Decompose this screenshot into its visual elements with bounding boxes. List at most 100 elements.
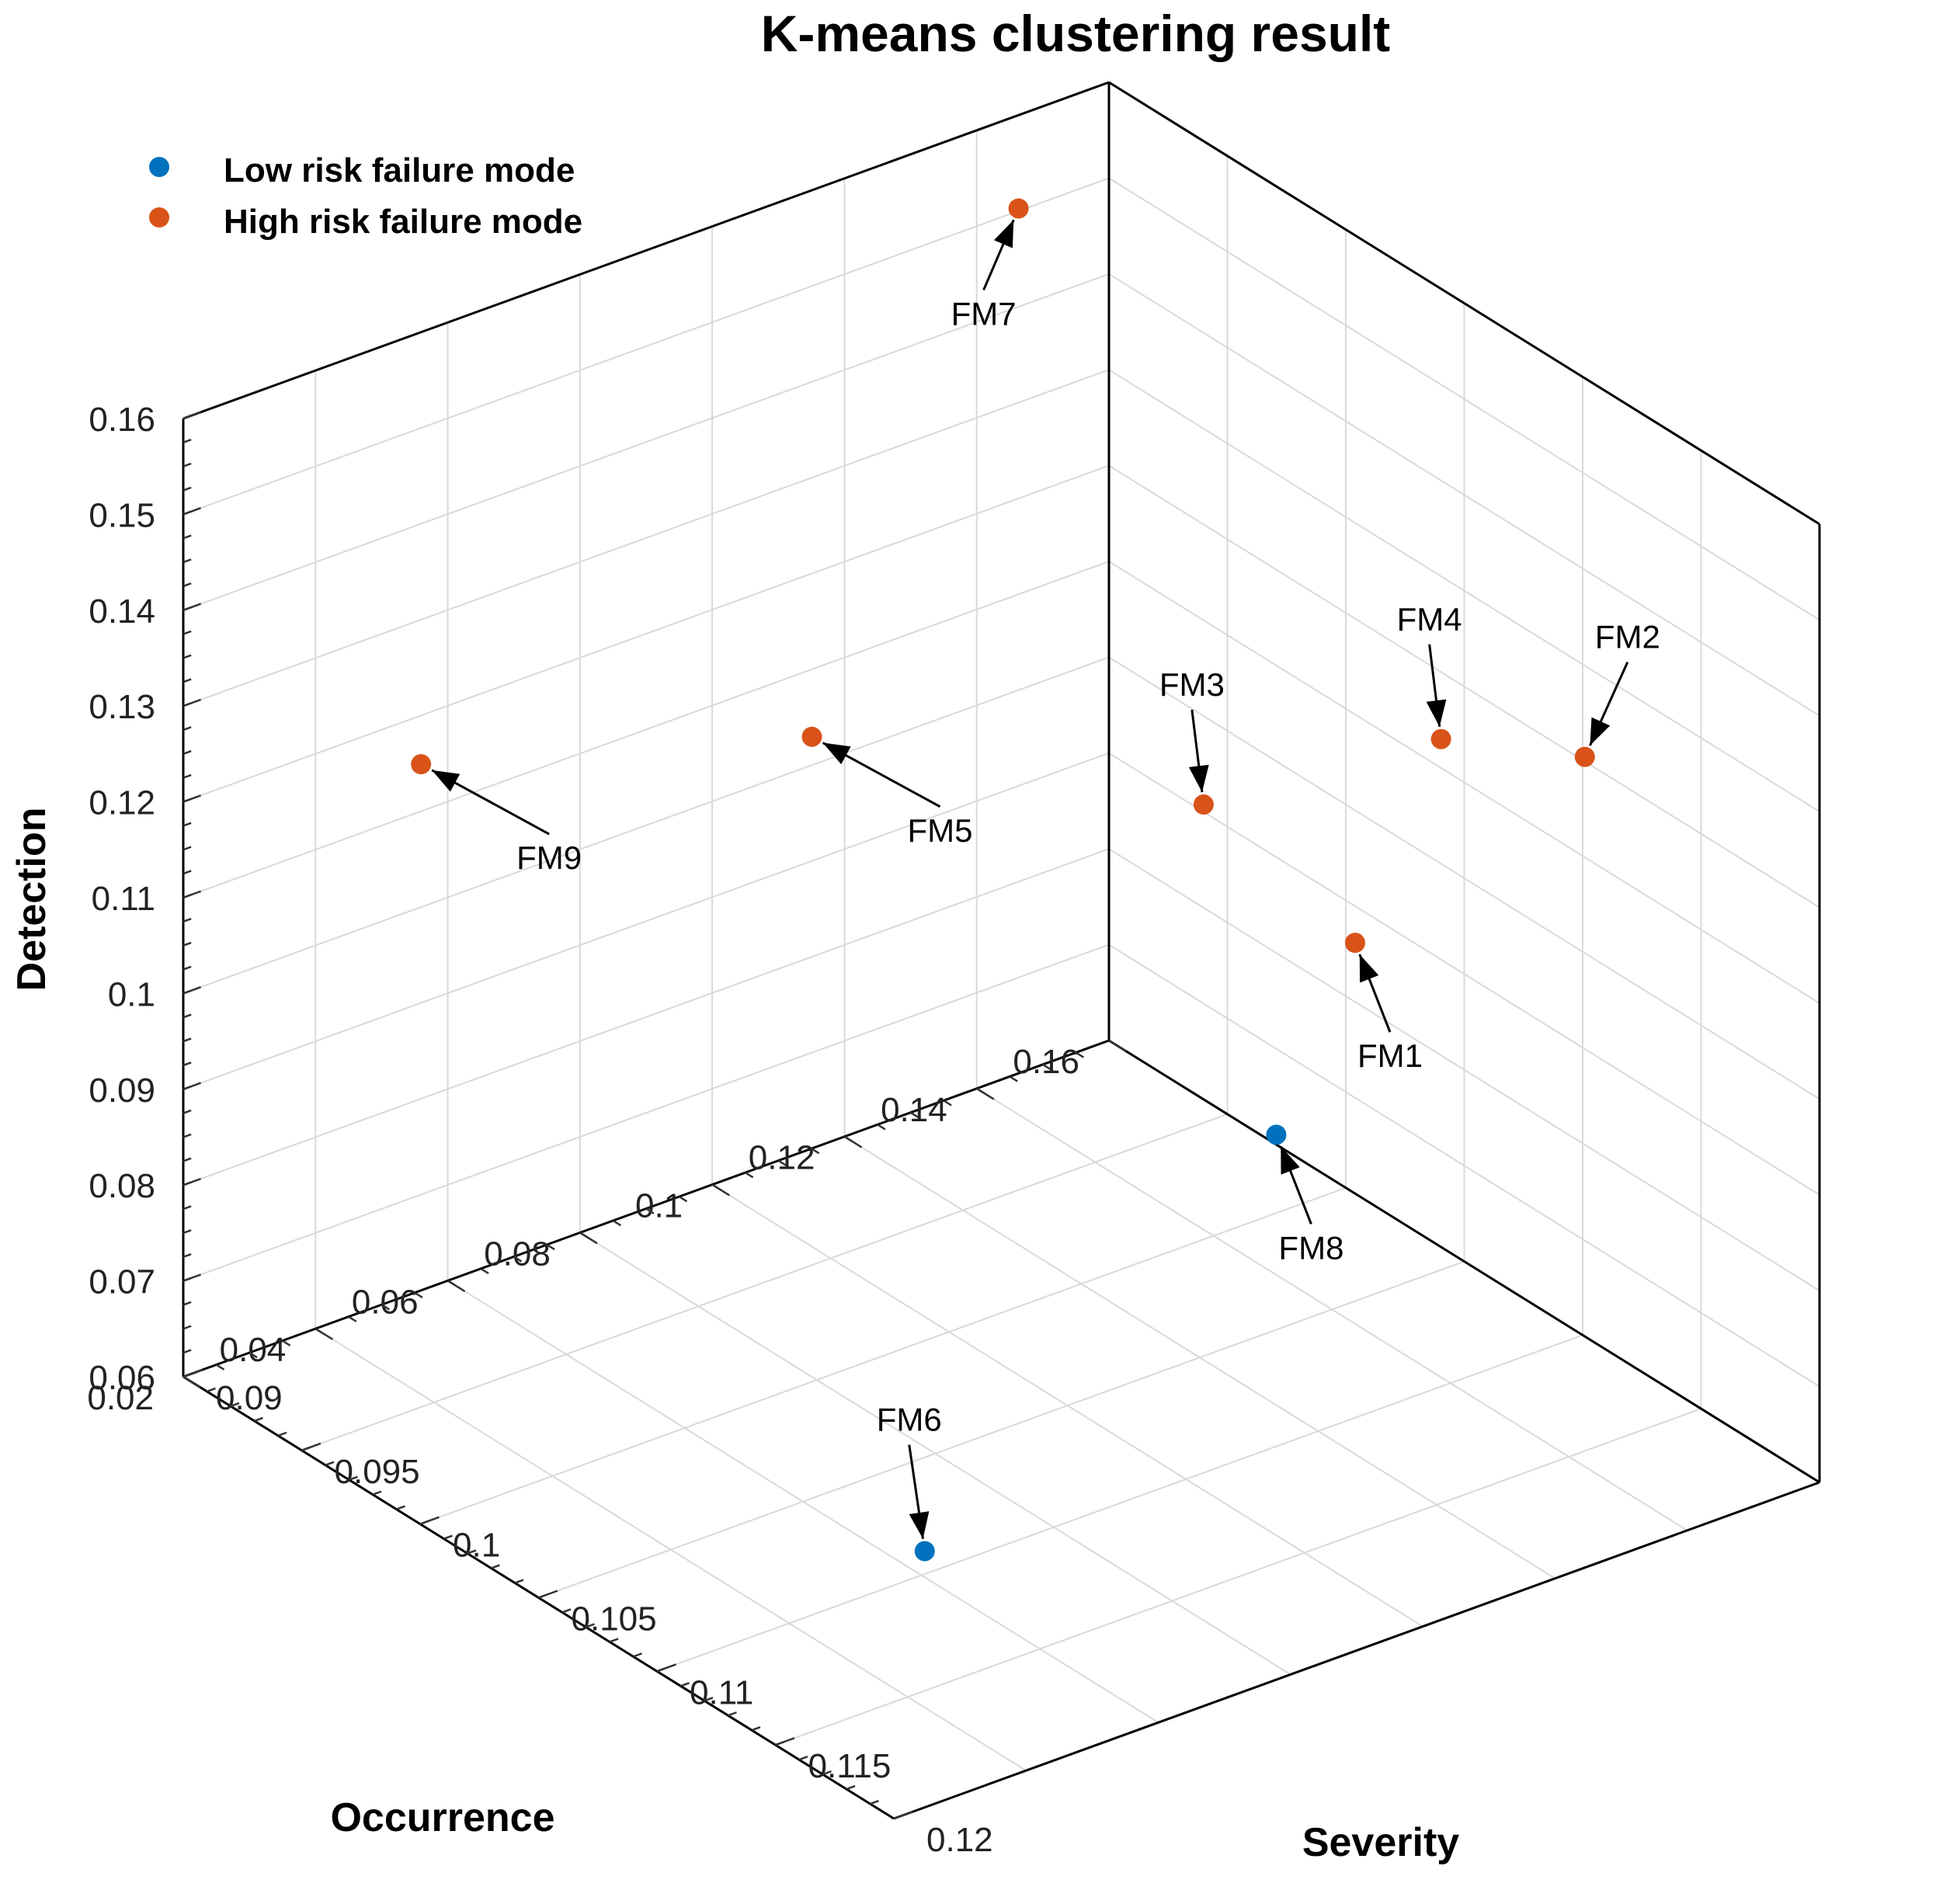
y-axis-minor-tick (513, 1256, 523, 1263)
x-axis-tick-label: 0.115 (808, 1747, 892, 1785)
z-axis-minor-tick (182, 486, 192, 492)
x-axis-minor-tick (538, 1593, 547, 1599)
y-axis-tick-label: 0.16 (1013, 1043, 1079, 1081)
legend-label-low: Low risk failure mode (224, 151, 575, 189)
grid-line (976, 1088, 1688, 1531)
x-axis-minor-tick (680, 1682, 690, 1687)
x-axis-minor-tick (372, 1490, 382, 1496)
y-axis-minor-tick (976, 1087, 985, 1095)
z-axis-minor-tick (182, 1205, 192, 1211)
grid-line (182, 177, 1110, 516)
z-axis-minor-tick (182, 438, 192, 444)
y-axis-minor-tick (678, 1195, 688, 1203)
y-axis-minor-tick (348, 1315, 357, 1322)
z-axis-minor-tick (182, 558, 192, 564)
x-axis-minor-tick (514, 1579, 524, 1584)
z-axis-minor-tick (182, 462, 192, 467)
x-axis-tick-label: 0.105 (572, 1600, 657, 1638)
x-axis-tick-label: 0.095 (335, 1453, 420, 1491)
x-axis-minor-tick (325, 1461, 335, 1466)
x-axis-minor-tick (798, 1755, 808, 1761)
z-axis-minor-tick (182, 582, 192, 588)
grid-line (182, 943, 1110, 1282)
x-axis-minor-tick (182, 1372, 193, 1378)
legend: Low risk failure mode High risk failure … (149, 151, 582, 241)
legend-label-high: High risk failure mode (224, 203, 582, 241)
x-axis-minor-tick (467, 1549, 477, 1555)
z-axis-minor-tick (182, 1253, 192, 1258)
y-axis-minor-tick (843, 1135, 853, 1142)
grid-line (182, 464, 1110, 803)
y-axis-minor-tick (215, 1364, 225, 1371)
y-axis-minor-tick (943, 1100, 952, 1107)
z-axis-tick-label: 0.09 (89, 1072, 155, 1110)
z-axis-minor-tick (182, 750, 192, 756)
x-axis-minor-tick (301, 1446, 311, 1452)
y-axis-tick-label: 0.1 (635, 1187, 683, 1225)
grid-line (1108, 464, 1820, 909)
grid-line (711, 1183, 1423, 1628)
z-axis-label: Detection (9, 808, 54, 992)
grid-line (182, 848, 1110, 1187)
z-axis-minor-tick (182, 870, 192, 875)
y-axis-tick-label: 0.08 (484, 1235, 551, 1273)
z-axis-minor-tick (182, 941, 192, 947)
y-axis-tick-label: 0.14 (881, 1091, 947, 1129)
x-axis-minor-tick (704, 1697, 714, 1702)
y-axis-tick-label: 0.04 (220, 1331, 287, 1369)
z-axis-tick-label: 0.14 (89, 592, 155, 631)
y-axis-minor-tick (1009, 1075, 1018, 1082)
z-axis-minor-tick (182, 1325, 192, 1330)
z-axis-tick-label: 0.13 (89, 688, 155, 726)
y-axis-minor-tick (182, 1375, 192, 1383)
x-axis-minor-tick (609, 1638, 619, 1643)
annotation-label-fm3: FM3 (1159, 666, 1225, 703)
x-axis-minor-tick (561, 1608, 572, 1614)
annotation-label-fm6: FM6 (877, 1402, 942, 1438)
grid-line (1108, 177, 1820, 621)
z-axis-minor-tick (182, 846, 192, 851)
grid-line (1108, 848, 1820, 1292)
data-point-fm8 (1266, 1124, 1287, 1145)
z-axis-minor-tick (182, 702, 192, 707)
z-axis-minor-tick (182, 1037, 192, 1043)
z-axis-tick-label: 0.1 (108, 975, 155, 1013)
z-axis-minor-tick (182, 965, 192, 971)
z-axis-minor-tick (182, 654, 192, 659)
z-axis-minor-tick (182, 534, 192, 540)
y-axis-minor-tick (282, 1339, 291, 1346)
z-axis-tick-label: 0.07 (89, 1263, 155, 1301)
x-axis-minor-tick (207, 1387, 216, 1393)
z-axis-minor-tick (182, 1277, 192, 1282)
annotation-arrowhead-fm7 (993, 220, 1014, 248)
grid-line (843, 1135, 1555, 1579)
y-axis-minor-tick (414, 1291, 423, 1298)
x-axis-minor-tick (230, 1402, 240, 1408)
data-point-fm9 (411, 754, 432, 775)
grid-line (1108, 656, 1820, 1100)
z-axis-minor-tick (182, 1181, 192, 1187)
x-axis-minor-tick (893, 1814, 903, 1820)
annotation-arrowhead-fm4 (1426, 699, 1447, 727)
y-axis-tick-label: 0.02 (87, 1379, 154, 1417)
annotation-arrowhead-fm9 (432, 770, 461, 792)
z-axis-minor-tick (182, 894, 192, 899)
z-axis-minor-tick (182, 606, 192, 611)
grid-line (538, 1260, 1465, 1599)
z-axis-minor-tick (182, 1109, 192, 1114)
z-axis-minor-tick (182, 415, 192, 420)
grid-line (1108, 752, 1820, 1196)
x-axis-tick-label: 0.12 (926, 1821, 993, 1859)
x-axis-minor-tick (254, 1416, 263, 1423)
z-axis-minor-tick (182, 510, 192, 516)
annotation-arrowhead-fm1 (1359, 954, 1379, 983)
y-axis-minor-tick (745, 1172, 754, 1179)
x-axis-tick-label: 0.1 (453, 1527, 500, 1565)
grid-line (1108, 561, 1820, 1004)
axis-edge (893, 1481, 1820, 1820)
y-axis-minor-tick (645, 1207, 655, 1214)
y-axis-tick-label: 0.06 (352, 1283, 419, 1321)
x-axis-minor-tick (846, 1784, 856, 1791)
annotation-label-fm4: FM4 (1397, 601, 1462, 638)
y-axis-minor-tick (811, 1148, 820, 1155)
